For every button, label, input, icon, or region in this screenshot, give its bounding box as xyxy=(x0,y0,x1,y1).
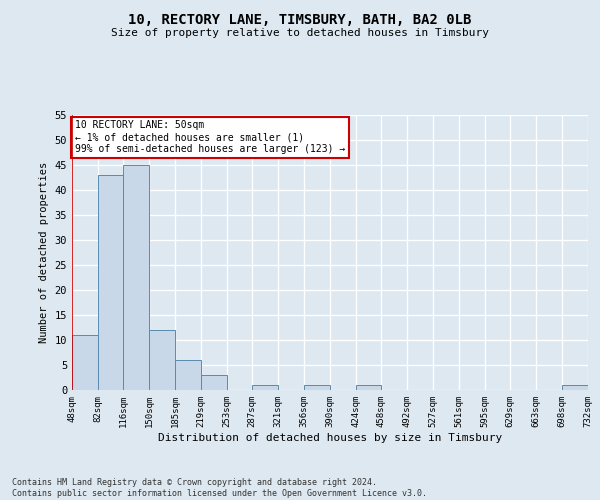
Bar xyxy=(72,335,98,390)
Bar xyxy=(356,385,381,390)
Bar xyxy=(98,175,123,390)
Bar xyxy=(562,385,588,390)
Text: 10, RECTORY LANE, TIMSBURY, BATH, BA2 0LB: 10, RECTORY LANE, TIMSBURY, BATH, BA2 0L… xyxy=(128,12,472,26)
Bar xyxy=(304,385,330,390)
Bar xyxy=(123,165,149,390)
X-axis label: Distribution of detached houses by size in Timsbury: Distribution of detached houses by size … xyxy=(158,432,502,442)
Bar xyxy=(252,385,278,390)
Bar xyxy=(149,330,175,390)
Text: Size of property relative to detached houses in Timsbury: Size of property relative to detached ho… xyxy=(111,28,489,38)
Y-axis label: Number of detached properties: Number of detached properties xyxy=(39,162,49,343)
Bar xyxy=(175,360,201,390)
Bar xyxy=(201,375,227,390)
Text: Contains HM Land Registry data © Crown copyright and database right 2024.
Contai: Contains HM Land Registry data © Crown c… xyxy=(12,478,427,498)
Text: 10 RECTORY LANE: 50sqm
← 1% of detached houses are smaller (1)
99% of semi-detac: 10 RECTORY LANE: 50sqm ← 1% of detached … xyxy=(74,120,345,154)
